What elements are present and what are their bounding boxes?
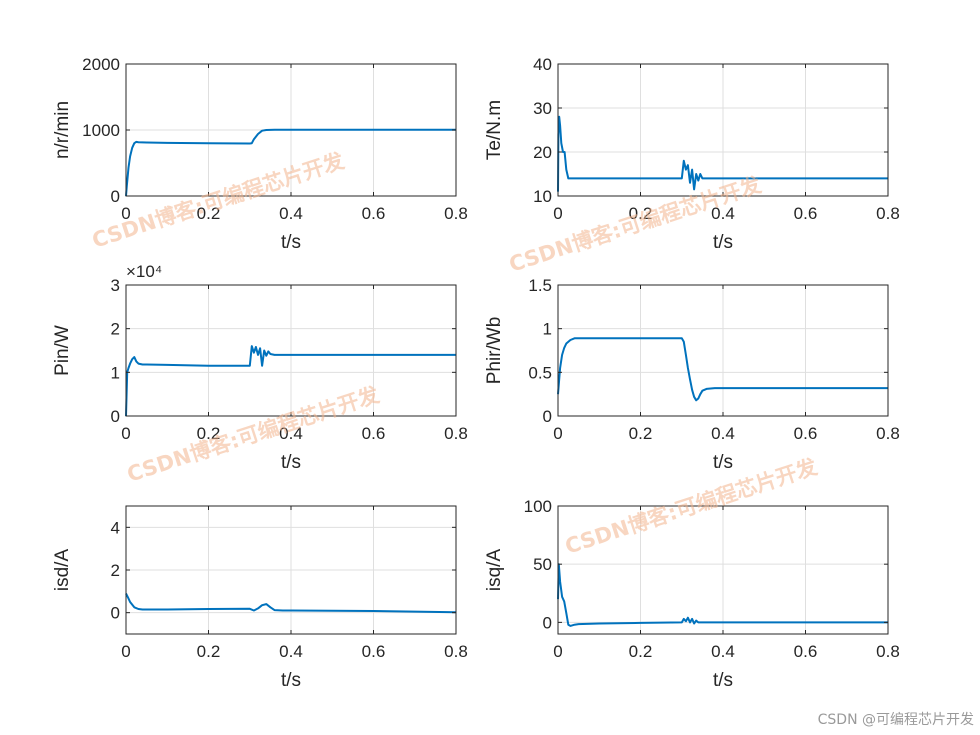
y-tick-label: 20 bbox=[533, 143, 552, 162]
x-tick-label: 0.2 bbox=[197, 204, 221, 223]
y-axis-label: Te/N.m bbox=[484, 100, 505, 160]
series-line bbox=[125, 128, 456, 197]
y-tick-label: 0.5 bbox=[528, 363, 552, 382]
series-line bbox=[125, 593, 457, 614]
y-tick-label: 0 bbox=[111, 187, 120, 206]
y-tick-label: 100 bbox=[524, 497, 552, 516]
watermark-text: CSDN博客:可编程芯片开发 bbox=[89, 148, 348, 253]
x-tick-label: 0.6 bbox=[362, 642, 386, 661]
x-tick-label: 0.4 bbox=[711, 424, 735, 443]
x-tick-label: 0.6 bbox=[362, 424, 386, 443]
y-tick-label: 0 bbox=[111, 604, 120, 623]
series-line bbox=[557, 337, 888, 402]
series-line bbox=[557, 115, 888, 192]
x-tick-label: 0.8 bbox=[444, 424, 468, 443]
x-tick-label: 0.6 bbox=[794, 204, 818, 223]
y-tick-label: 1.5 bbox=[528, 276, 552, 295]
x-axis-label: t/s bbox=[281, 452, 301, 473]
y-tick-label: 3 bbox=[111, 276, 120, 295]
subplot: 0 0.2 0.4 0.6 0.8 0 1 2 3 ×10⁴ t/s Pin/W bbox=[52, 262, 468, 473]
x-tick-label: 0.2 bbox=[197, 424, 221, 443]
y-axis-label: n/r/min bbox=[52, 101, 73, 159]
y-tick-label: 1 bbox=[111, 363, 120, 382]
watermark-text: CSDN博客:可编程芯片开发 bbox=[562, 454, 821, 559]
y-tick-label: 2000 bbox=[82, 55, 120, 74]
x-axis-label: t/s bbox=[281, 232, 301, 253]
x-tick-label: 0.6 bbox=[362, 204, 386, 223]
x-tick-label: 0.4 bbox=[279, 424, 303, 443]
series-line bbox=[125, 345, 456, 417]
subplot: 0 0.2 0.4 0.6 0.8 0 1000 2000 t/s n/r/min bbox=[52, 55, 468, 253]
x-tick-label: 0.2 bbox=[629, 204, 653, 223]
x-tick-label: 0.8 bbox=[876, 642, 900, 661]
x-tick-label: 0 bbox=[553, 204, 562, 223]
x-tick-label: 0.4 bbox=[279, 642, 303, 661]
y-tick-label: 0 bbox=[543, 613, 552, 632]
x-tick-label: 0 bbox=[553, 642, 562, 661]
x-tick-label: 0.8 bbox=[876, 424, 900, 443]
y-exponent-label: ×10⁴ bbox=[126, 262, 162, 281]
y-tick-label: 50 bbox=[533, 555, 552, 574]
subplot: 0 0.2 0.4 0.6 0.8 10 20 30 40 t/s Te/N.m bbox=[484, 55, 900, 253]
credit-text: CSDN @可编程芯片开发 bbox=[818, 712, 974, 728]
y-tick-label: 2 bbox=[111, 561, 120, 580]
x-tick-label: 0.4 bbox=[711, 204, 735, 223]
y-tick-label: 1 bbox=[543, 320, 552, 339]
y-tick-label: 1000 bbox=[82, 121, 120, 140]
x-tick-label: 0.2 bbox=[197, 642, 221, 661]
x-tick-label: 0.8 bbox=[444, 642, 468, 661]
x-tick-label: 0.6 bbox=[794, 642, 818, 661]
y-tick-label: 10 bbox=[533, 187, 552, 206]
y-tick-label: 2 bbox=[111, 320, 120, 339]
y-axis-label: isq/A bbox=[484, 549, 505, 592]
y-tick-label: 0 bbox=[111, 407, 120, 426]
x-tick-label: 0.8 bbox=[876, 204, 900, 223]
x-tick-label: 0.8 bbox=[444, 204, 468, 223]
subplot: 0 0.2 0.4 0.6 0.8 0 2 4 t/s isd/A bbox=[52, 505, 468, 691]
x-tick-label: 0.6 bbox=[794, 424, 818, 443]
y-axis-label: isd/A bbox=[52, 549, 73, 592]
y-tick-label: 4 bbox=[111, 518, 120, 537]
x-tick-label: 0 bbox=[553, 424, 562, 443]
y-tick-label: 30 bbox=[533, 99, 552, 118]
y-tick-label: 40 bbox=[533, 55, 552, 74]
x-tick-label: 0.4 bbox=[711, 642, 735, 661]
subplot: 0 0.2 0.4 0.6 0.8 0 0.5 1 1.5 t/s Phir/Wb bbox=[484, 276, 900, 473]
x-tick-label: 0 bbox=[121, 424, 130, 443]
x-axis-label: t/s bbox=[713, 452, 733, 473]
x-axis-label: t/s bbox=[713, 232, 733, 253]
y-axis-label: Pin/W bbox=[52, 325, 73, 376]
x-tick-label: 0.2 bbox=[629, 642, 653, 661]
watermark-text: CSDN博客:可编程芯片开发 bbox=[124, 382, 383, 487]
x-tick-label: 0.4 bbox=[279, 204, 303, 223]
subplot: 0 0.2 0.4 0.6 0.8 0 50 100 t/s isq/A bbox=[484, 497, 900, 691]
x-axis-label: t/s bbox=[281, 670, 301, 691]
x-axis-label: t/s bbox=[713, 670, 733, 691]
series-line bbox=[557, 563, 888, 627]
y-axis-label: Phir/Wb bbox=[484, 317, 505, 385]
y-tick-label: 0 bbox=[543, 407, 552, 426]
x-tick-label: 0 bbox=[121, 204, 130, 223]
x-tick-label: 0.2 bbox=[629, 424, 653, 443]
x-tick-label: 0 bbox=[121, 642, 130, 661]
